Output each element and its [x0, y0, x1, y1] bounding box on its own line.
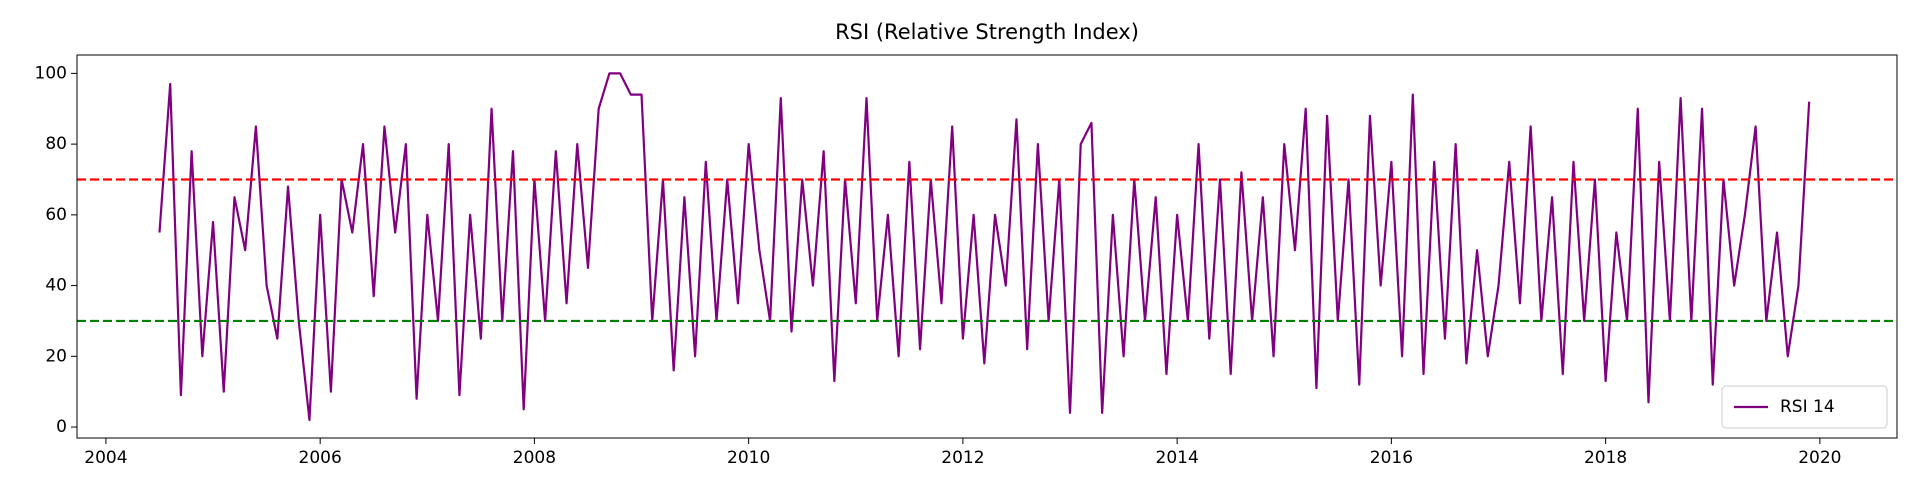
x-tick-label: 2006	[299, 448, 342, 468]
legend-box	[1721, 385, 1888, 429]
x-tick-label: 2020	[1798, 448, 1841, 468]
x-tick-label: 2008	[513, 448, 556, 468]
plot-frame	[76, 54, 1898, 439]
y-tick-label: 60	[45, 205, 67, 225]
x-tick-label: 2010	[727, 448, 770, 468]
y-tick-label: 100	[35, 63, 67, 83]
rsi-line	[158, 72, 1811, 422]
x-tick-label: 2018	[1584, 448, 1627, 468]
y-tick-label: 80	[45, 134, 67, 154]
chart-title: RSI (Relative Strength Index)	[835, 20, 1139, 44]
x-tick-label: 2004	[84, 448, 127, 468]
y-tick-label: 40	[45, 276, 67, 296]
x-tick-label: 2012	[941, 448, 984, 468]
y-tick-label: 20	[45, 346, 67, 366]
x-tick-label: 2014	[1156, 448, 1199, 468]
legend-label: RSI 14	[1780, 397, 1835, 417]
y-tick-label: 0	[56, 417, 67, 437]
x-tick-label: 2016	[1370, 448, 1413, 468]
